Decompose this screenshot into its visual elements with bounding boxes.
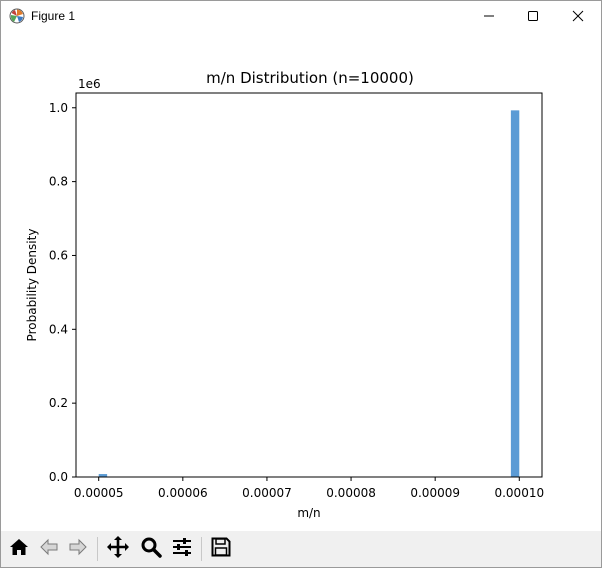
pan-button[interactable]: [104, 535, 132, 563]
back-button[interactable]: [35, 535, 63, 563]
pan-icon: [106, 535, 130, 563]
y-tick-label: 0.8: [49, 175, 68, 189]
save-button[interactable]: [207, 535, 235, 563]
toolbar-separator: [97, 537, 98, 561]
y-tick-label: 0.4: [49, 322, 68, 336]
histogram-bar: [98, 474, 108, 477]
toolbar-separator: [201, 537, 202, 561]
histogram-bar: [510, 110, 520, 477]
axes-frame: [75, 92, 543, 478]
configure-subplots-icon: [171, 536, 193, 562]
y-tick-label: 0.2: [49, 396, 68, 410]
x-tick-label: 0.00008: [326, 486, 376, 500]
minimize-icon: [483, 7, 495, 26]
window-title: Figure 1: [31, 9, 76, 23]
x-tick-label: 0.00009: [410, 486, 460, 500]
maximize-icon: [527, 7, 539, 26]
y-tick-label: 0.6: [49, 248, 68, 262]
home-button[interactable]: [5, 535, 33, 563]
y-axis-label: Probability Density: [25, 229, 39, 342]
y-tick-label: 1.0: [49, 101, 68, 115]
histogram-chart: m/n Distribution (n=10000) 1e6 m/n Proba…: [25, 69, 544, 520]
x-tick-label: 0.00007: [242, 486, 292, 500]
x-axis-label: m/n: [297, 506, 320, 520]
forward-arrow-icon: [67, 536, 89, 562]
x-tick-label: 0.00010: [494, 486, 544, 500]
close-icon: [572, 7, 584, 26]
chart-title: m/n Distribution (n=10000): [206, 69, 414, 87]
close-button[interactable]: [555, 1, 601, 31]
maximize-button[interactable]: [510, 1, 556, 31]
title-bar[interactable]: Figure 1: [1, 1, 601, 31]
back-arrow-icon: [38, 536, 60, 562]
forward-button[interactable]: [64, 535, 92, 563]
home-icon: [8, 536, 30, 562]
figure-canvas[interactable]: m/n Distribution (n=10000) 1e6 m/n Proba…: [1, 31, 601, 531]
x-tick-label: 0.00006: [158, 486, 208, 500]
navigation-toolbar: [1, 531, 601, 567]
matplotlib-logo-icon: [9, 8, 25, 24]
ticks-group: 0.00005 0.00006 0.00007 0.00008 0.00009 0.000…: [49, 101, 544, 500]
minimize-button[interactable]: [466, 1, 512, 31]
zoom-button[interactable]: [137, 535, 165, 563]
bars-group: [98, 110, 520, 477]
x-tick-label: 0.00005: [74, 486, 124, 500]
zoom-icon: [140, 536, 162, 562]
configure-subplots-button[interactable]: [168, 535, 196, 563]
y-axis-offset-label: 1e6: [78, 77, 101, 91]
save-icon: [210, 536, 232, 562]
y-tick-label: 0.0: [49, 470, 68, 484]
